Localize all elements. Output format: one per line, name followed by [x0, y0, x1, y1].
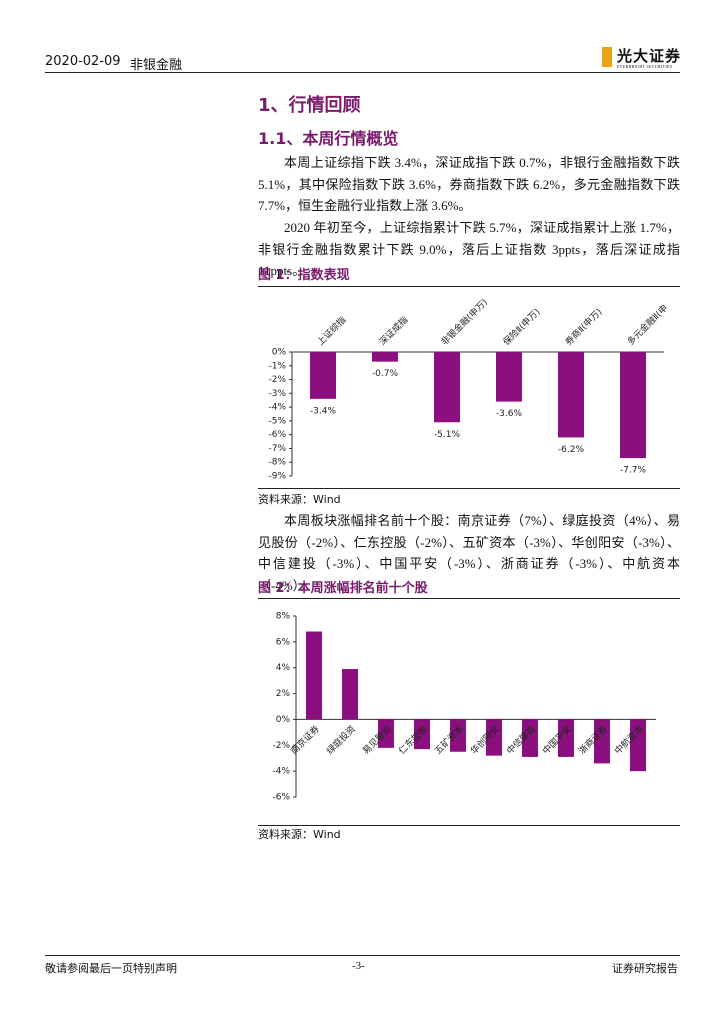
value-label: -3.4%: [310, 406, 337, 416]
bar: [630, 719, 646, 772]
value-label: -0.7%: [372, 369, 399, 379]
bar: [372, 352, 398, 362]
y-tick-label: -7%: [268, 444, 286, 454]
y-tick-label: 4%: [276, 663, 291, 673]
bar: [378, 719, 394, 748]
y-tick-label: -9%: [268, 472, 286, 482]
header-rule: [45, 72, 680, 73]
bar: [496, 352, 522, 402]
figure-source: 资料来源：Wind: [258, 828, 341, 841]
chart: 8%6%4%2%0%-2%-4%-6%南京证券 绿庭投资 易见股份 仁东控股 五矿资本华…: [272, 612, 656, 803]
x-tick-label: 上证综指: [314, 314, 348, 348]
section-title: 1、行情回顾: [258, 95, 361, 116]
page-number: -3-: [352, 960, 365, 972]
figure-title: 图 2：本周涨幅排名前十个股: [258, 581, 428, 596]
paragraph: 2020 年初至今，上证综指累计下跌 5.7%，深证成指累计上涨 1.7%，非银…: [258, 220, 680, 278]
bar: [594, 719, 610, 764]
figure-source: 资料来源：Wind: [258, 493, 341, 506]
x-tick-label: 保险Ⅱ(申万): [500, 306, 542, 348]
y-tick-label: 2%: [276, 689, 291, 699]
bar: [414, 719, 430, 750]
bar: [310, 352, 336, 399]
y-tick-label: -3%: [268, 389, 286, 399]
footer-disclaimer: 敬请参阅最后一页特别声明: [45, 962, 177, 975]
x-tick-label: 深证成指: [376, 314, 410, 348]
y-tick-label: 0%: [276, 715, 291, 725]
logo-mark: [602, 47, 612, 67]
bar: [486, 719, 502, 756]
value-label: -3.6%: [496, 409, 523, 419]
y-tick-label: 6%: [276, 637, 291, 647]
header-sector: 非银金融: [130, 58, 183, 73]
footer-report-type: 证券研究报告: [612, 962, 678, 975]
x-tick-label: 绿庭投资: [324, 723, 358, 757]
value-label: -7.7%: [620, 466, 647, 476]
y-tick-label: 8%: [276, 612, 291, 622]
value-label: -5.1%: [434, 430, 461, 440]
bar: [558, 719, 574, 757]
y-tick-label: -5%: [268, 416, 286, 426]
y-tick-label: -6%: [272, 793, 290, 803]
y-tick-label: -2%: [268, 375, 286, 385]
bar: [306, 631, 322, 720]
y-tick-label: -1%: [268, 361, 286, 371]
bar: [558, 352, 584, 438]
bar: [434, 352, 460, 423]
logo-text: 光大证券: [617, 49, 682, 65]
paragraph: 本周板块涨幅排名前十个股：南京证券（7%）、绿庭投资（4%）、易见股份（-2%）…: [258, 513, 680, 593]
figure-rule: [258, 286, 680, 287]
figure-rule: [258, 825, 680, 826]
logo-en: EVERBRIGHT SECURITIES: [617, 64, 673, 69]
value-label: -6.2%: [558, 445, 585, 455]
y-tick-label: -8%: [268, 458, 286, 468]
footer-rule: [45, 955, 680, 956]
figure-rule: [258, 488, 680, 489]
y-tick-label: -2%: [272, 741, 290, 751]
header-date: 2020-02-09: [45, 54, 121, 69]
figure-rule: [258, 598, 680, 599]
y-tick-label: 0%: [272, 348, 287, 358]
y-tick-label: -4%: [272, 767, 290, 777]
paragraph: 本周上证综指下跌 3.4%，深证成指下跌 0.7%，非银行金融指数下跌 5.1%…: [258, 155, 680, 213]
y-tick-label: -4%: [268, 403, 286, 413]
bar: [450, 719, 466, 752]
x-tick-label: 南京证券: [288, 723, 322, 757]
subsection-title: 1.1、本周行情概览: [258, 129, 399, 148]
y-tick-label: -6%: [268, 430, 286, 440]
bar: [342, 669, 358, 720]
chart: 0% -1% -2% -3% -4% -5% -6% -7% -8% -9% 上证综指 -3.4% 深证…: [268, 296, 670, 482]
x-tick-label: 券商Ⅱ(申万): [562, 306, 604, 348]
bar: [620, 352, 646, 459]
x-tick-label: 多元金融Ⅱ(申: [624, 302, 670, 348]
x-tick-label: 非银金融(申万): [438, 296, 490, 348]
figure-title: 图 1：指数表现: [258, 268, 350, 283]
bar: [522, 719, 538, 757]
